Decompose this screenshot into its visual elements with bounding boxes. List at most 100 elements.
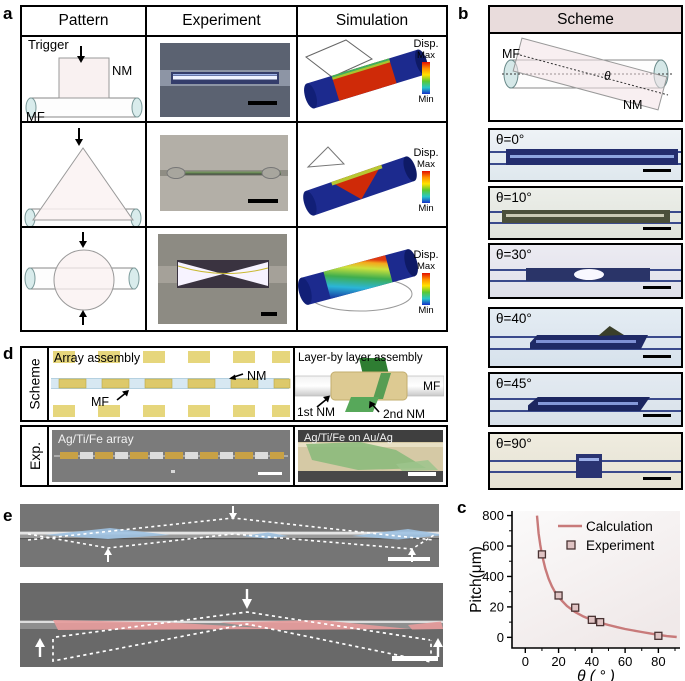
x-tick-label: 60	[618, 654, 632, 669]
panel-a-table: Pattern Experiment Simulation Trigger NM…	[20, 5, 448, 332]
chart-svg: 0 20 400 600 800 0 20 40 60 80 Calculation Experime…	[468, 508, 680, 681]
second-nm-bottom-band	[345, 397, 379, 412]
scale-bar	[643, 414, 671, 417]
experiment-point	[596, 617, 605, 627]
colorbar-title: Disp.	[413, 147, 439, 159]
header-experiment-text: Experiment	[182, 12, 261, 29]
axes	[511, 511, 680, 649]
tilt-angle-scheme-diagram: θ MF NM	[502, 37, 674, 112]
displacement-colorbar: Disp. Max Min	[406, 39, 446, 105]
scheme-header-text: Scheme	[557, 10, 614, 28]
scale-bar	[248, 101, 277, 105]
photo-theta-90: θ=90°	[488, 432, 683, 490]
scale-bar	[643, 227, 671, 230]
exp-row-label: Exp.	[22, 427, 49, 485]
scale-bar	[643, 355, 671, 358]
second-nm-top-flap	[359, 358, 389, 375]
exp-layer-sem-image: Ag/Ti/Fe on Au/Ag	[298, 430, 443, 482]
panel-d-label: d	[3, 344, 14, 363]
header-simulation-text: Simulation	[335, 12, 409, 29]
layer-assembly-cell: Layer-by layer assembly 1st NM 2nd NM MF	[295, 348, 446, 420]
x-tick-label: 80	[651, 654, 665, 669]
circle-pattern-diagram	[24, 232, 140, 325]
panel-c-label: c	[457, 498, 467, 517]
pattern-circle-cell	[22, 228, 147, 330]
displacement-colorbar: Disp. Max Min	[406, 250, 446, 316]
exp-row-label-text: Exp.	[26, 441, 43, 471]
trigger-label: Trigger	[28, 37, 69, 52]
colorbar-max-label: Max	[417, 261, 435, 272]
theta-45-label: θ=45°	[496, 376, 532, 391]
legend-calculation-label: Calculation	[586, 519, 653, 534]
colorbar-title: Disp.	[413, 38, 439, 50]
nm-array-squares	[53, 351, 290, 417]
simulation-circle-cell: Disp. Max Min	[298, 228, 446, 330]
scale-bar	[643, 169, 671, 172]
exp-array-cell: Ag/Ti/Fe array	[49, 427, 295, 485]
colorbar-min-label: Min	[418, 93, 434, 105]
sem-helix-pink-image	[20, 583, 443, 667]
scale-bar	[643, 477, 671, 480]
scale-bar	[388, 557, 430, 561]
experiment-circle-image	[158, 234, 287, 324]
experiment-point	[537, 550, 547, 559]
triangle-pattern-diagram	[24, 128, 142, 226]
experiment-triangle-cell	[147, 123, 298, 228]
panel-e-label: e	[3, 506, 13, 525]
simulation-triangle-cell: Disp. Max Min	[298, 123, 446, 228]
displacement-colorbar: Disp. Max Min	[406, 148, 446, 214]
experiment-square-cell	[147, 37, 298, 123]
pattern-triangle-cell	[22, 123, 147, 228]
panel-d-scheme-row: Scheme Array assembly NM MF	[20, 346, 448, 422]
sem-helix-blue-image	[20, 504, 439, 567]
colorbar-min-label: Min	[418, 202, 434, 214]
helix-dotted-outline	[52, 611, 432, 664]
exp-layer-cell: Ag/Ti/Fe on Au/Ag	[295, 427, 446, 485]
y-tick-label: 400	[482, 569, 504, 584]
colorbar-gradient	[422, 170, 430, 203]
scale-bar	[408, 472, 436, 476]
scheme-row-label-text: Scheme	[26, 358, 43, 410]
triangle-membrane	[32, 147, 134, 221]
array-fiber-segments	[54, 452, 288, 473]
layer-assembly-diagram: Layer-by layer assembly 1st NM 2nd NM MF	[295, 352, 445, 420]
colorbar-gradient	[422, 61, 430, 94]
calculation-curve	[535, 515, 677, 639]
first-nm-wrap	[330, 371, 408, 401]
experiment-point	[654, 631, 663, 640]
scale-bar	[258, 472, 282, 475]
experiment-circle-cell	[147, 228, 298, 330]
square-pattern-diagram: Trigger NM MF	[25, 37, 143, 121]
photo-theta-40: θ=40°	[488, 307, 683, 368]
array-mf-label: MF	[91, 395, 109, 409]
photo-theta-45: θ=45°	[488, 372, 683, 427]
panel-a-label: a	[3, 4, 13, 23]
membrane-axis-dotted-line	[519, 54, 669, 96]
theta-30-label: θ=30°	[496, 247, 532, 262]
colorbar-title: Disp.	[413, 249, 439, 261]
colorbar-max-label: Max	[417, 159, 435, 170]
array-assembly-title: Array assembly	[54, 351, 141, 365]
circle-membrane	[53, 249, 115, 311]
x-tick-label: 40	[585, 654, 599, 669]
x-tick-label: 0	[522, 654, 529, 669]
experiment-square-image	[160, 43, 290, 117]
pitch-vs-angle-chart: 0 20 400 600 800 0 20 40 60 80 Calculation Experime…	[468, 493, 685, 681]
panel-d-exp-row: Exp. Ag/Ti/Fe array	[20, 425, 448, 487]
column-header-experiment: Experiment	[147, 7, 298, 37]
exp-layer-label: Ag/Ti/Fe on Au/Ag	[304, 432, 393, 444]
layer-assembly-title: Layer-by layer assembly	[298, 352, 423, 364]
y-tick-label: 0	[497, 630, 504, 645]
simulation-square-cell: Disp. Max Min	[298, 37, 446, 123]
square-membrane	[58, 57, 110, 99]
nm-label: NM	[112, 63, 132, 78]
experiment-point	[571, 603, 580, 612]
theta-90-label: θ=90°	[496, 436, 532, 451]
nm-label: NM	[623, 98, 642, 112]
colorbar-max-label: Max	[417, 50, 435, 61]
scheme-row-label: Scheme	[22, 348, 49, 420]
array-assembly-cell: Array assembly NM MF	[49, 348, 295, 420]
theta-40-label: θ=40°	[496, 311, 532, 326]
mf-label: MF	[502, 47, 520, 61]
scale-bar	[392, 656, 438, 661]
